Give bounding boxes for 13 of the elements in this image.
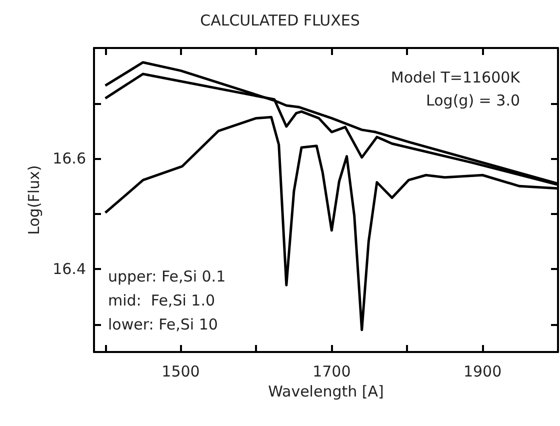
y-axis-title: Log(Flux) (25, 165, 44, 235)
annotation: mid: Fe,Si 1.0 (108, 292, 216, 310)
chart-title: CALCULATED FLUXES (200, 12, 360, 30)
x-tick-label: 1500 (162, 362, 200, 380)
x-axis-title: Wavelength [A] (268, 382, 384, 400)
annotation: lower: Fe,Si 10 (108, 316, 218, 334)
x-tick-label: 1900 (463, 362, 502, 380)
x-tick-label: 1700 (312, 362, 351, 380)
annotation: upper: Fe,Si 0.1 (108, 268, 226, 286)
annotation: Log(g) = 3.0 (426, 92, 520, 110)
y-tick-label: 16.6 (52, 150, 86, 168)
annotation: Model T=11600K (390, 68, 522, 86)
y-tick-label: 16.4 (52, 260, 86, 278)
